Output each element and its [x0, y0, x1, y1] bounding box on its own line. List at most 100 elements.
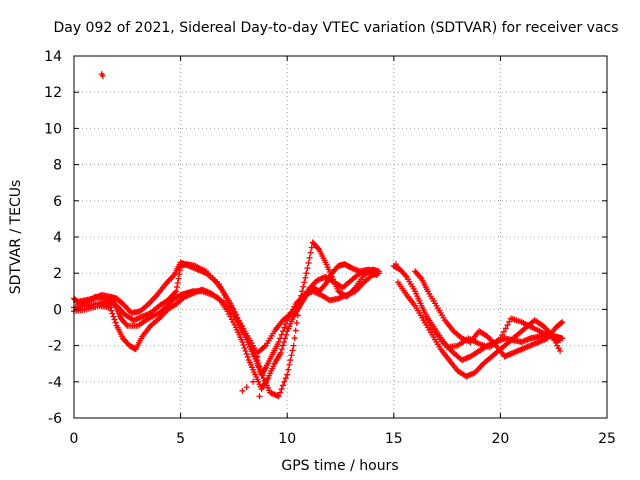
data-point	[233, 311, 240, 318]
data-point	[281, 338, 288, 345]
data-point	[281, 324, 288, 331]
data-point	[288, 352, 295, 359]
chart-title: Day 092 of 2021, Sidereal Day-to-day VTE…	[53, 20, 618, 36]
data-point	[315, 245, 322, 252]
data-point	[123, 321, 130, 328]
data-point	[285, 366, 292, 373]
data-point	[286, 361, 293, 368]
data-point	[301, 279, 308, 286]
x-tick-label: 15	[385, 431, 403, 447]
grid	[74, 56, 607, 418]
y-tick-label: -6	[48, 411, 62, 427]
data-point	[283, 331, 290, 338]
data-point	[282, 335, 289, 342]
data-point	[256, 393, 263, 400]
data-point	[228, 302, 235, 309]
plot-frame	[73, 55, 608, 419]
data-point	[240, 341, 247, 348]
data-point	[230, 305, 237, 312]
data-point	[255, 360, 262, 367]
data-point	[173, 288, 180, 295]
data-point	[277, 389, 284, 396]
x-axis-ticks: 0 5 10 15 20 25	[70, 56, 616, 447]
data-point	[254, 353, 261, 360]
x-tick-label: 5	[176, 431, 185, 447]
data-point	[308, 244, 315, 251]
data-point	[239, 387, 246, 394]
data-point	[281, 378, 288, 385]
data-point	[243, 384, 250, 391]
data-point	[235, 317, 242, 324]
data-point	[422, 313, 429, 320]
y-tick-label: 10	[44, 121, 62, 137]
data-point	[287, 357, 294, 364]
data-point	[306, 254, 313, 261]
data-point	[242, 348, 249, 355]
data-point	[499, 332, 506, 339]
data-point	[502, 325, 509, 332]
data-point	[304, 265, 311, 272]
data-point	[302, 274, 309, 281]
data-point	[504, 322, 511, 329]
data-point	[241, 345, 248, 352]
y-tick-label: -2	[48, 339, 62, 355]
data-point	[402, 272, 409, 279]
data-point	[497, 335, 504, 342]
y-tick-label: 8	[53, 158, 62, 174]
data-point	[109, 310, 116, 317]
data-point	[108, 307, 115, 314]
data-point	[559, 319, 566, 326]
data-point	[277, 349, 284, 356]
data-point	[291, 335, 298, 342]
data-point	[424, 316, 431, 323]
data-point	[417, 274, 424, 281]
data-point	[373, 272, 380, 279]
y-tick-label: 0	[53, 302, 62, 318]
data-point	[110, 313, 117, 320]
y-tick-label: 6	[53, 194, 62, 210]
data-point	[500, 328, 507, 335]
data-point	[99, 72, 106, 79]
data-point	[557, 348, 564, 355]
data-point	[112, 319, 119, 326]
data-point	[234, 314, 241, 321]
data-point	[303, 270, 310, 277]
data-point	[558, 319, 565, 326]
data-point	[243, 351, 250, 358]
data-point	[282, 375, 289, 382]
data-point	[275, 393, 282, 400]
data-point	[428, 322, 435, 329]
data-point	[244, 354, 251, 361]
data-point	[111, 316, 118, 323]
data-point	[506, 318, 513, 325]
data-point	[259, 372, 266, 379]
x-tick-label: 0	[70, 431, 79, 447]
x-tick-label: 10	[278, 431, 296, 447]
data-point	[231, 308, 238, 315]
data-point	[395, 264, 402, 271]
data-point	[275, 338, 282, 345]
y-tick-label: -4	[48, 375, 62, 391]
data-point	[289, 347, 296, 354]
x-tick-label: 20	[491, 431, 509, 447]
data-point	[107, 304, 114, 311]
data-point	[392, 261, 399, 268]
y-tick-label: 4	[53, 230, 62, 246]
data-point	[290, 342, 297, 349]
data-point	[557, 337, 564, 344]
data-point	[284, 371, 291, 378]
data-point	[239, 338, 246, 345]
y-axis-ticks: -6 -4 -2 0 2 4 6 8 10 12 14	[44, 49, 607, 427]
data-point	[431, 328, 438, 335]
data-point	[257, 366, 264, 373]
data-marks	[71, 71, 566, 400]
y-axis-label: SDTVAR / TECUs	[8, 180, 24, 295]
data-point	[321, 282, 328, 289]
x-axis-label: GPS time / hours	[281, 458, 398, 474]
x-tick-label: 25	[598, 431, 616, 447]
data-point	[429, 325, 436, 332]
data-point	[300, 283, 307, 290]
data-point	[293, 319, 300, 326]
data-point	[305, 259, 312, 266]
